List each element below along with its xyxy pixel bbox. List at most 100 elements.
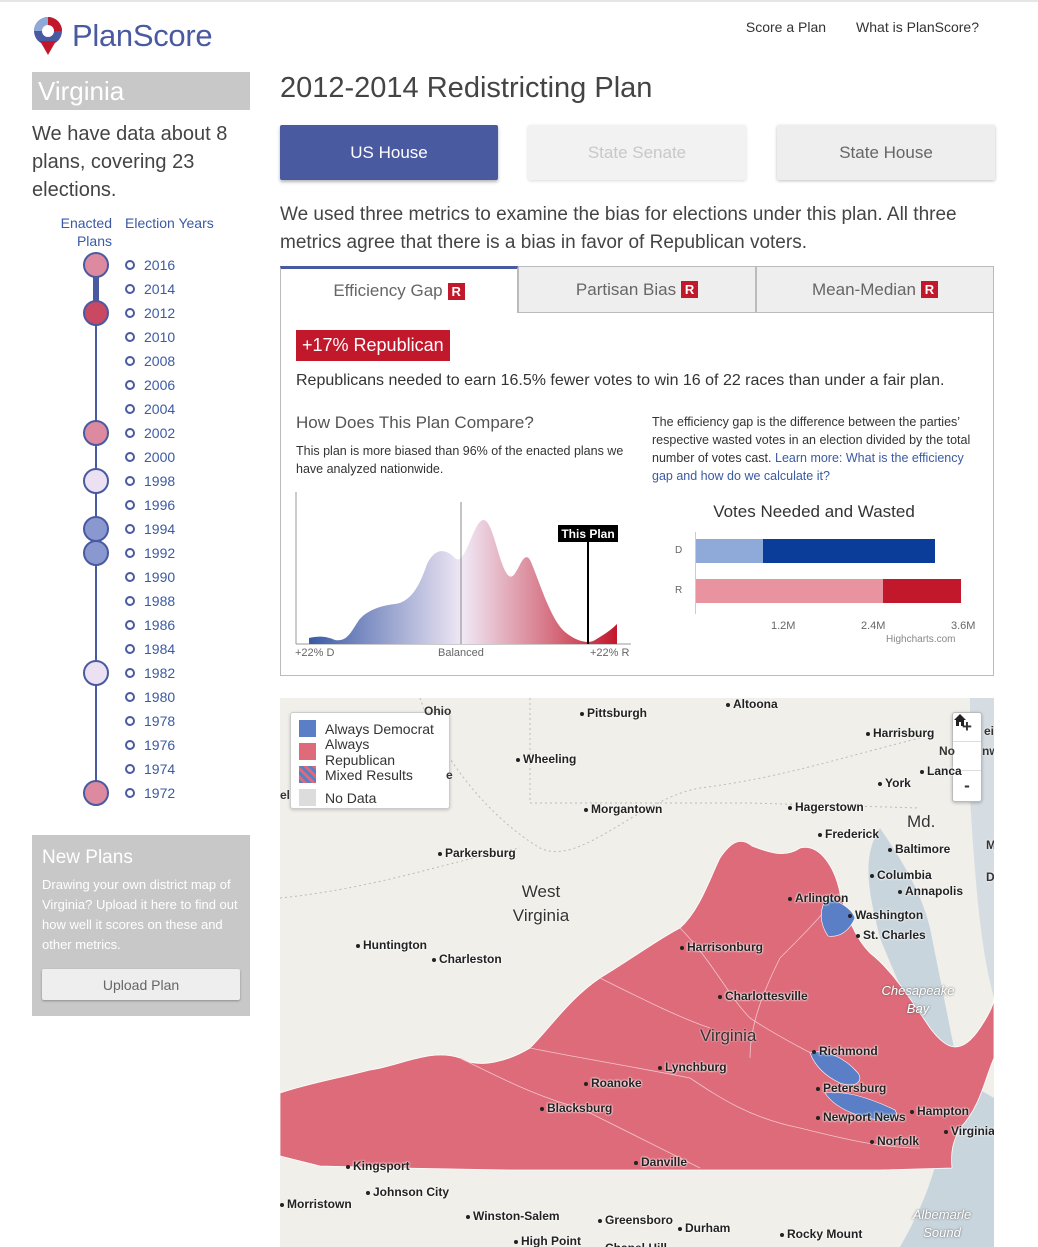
city-label: Hagerstown: [788, 800, 864, 814]
tab-efficiency-gap[interactable]: Efficiency Gap R: [280, 266, 518, 313]
year-label: 1996: [144, 497, 176, 513]
page-title: 2012-2014 Redistricting Plan: [280, 72, 653, 104]
year-label: 1978: [144, 713, 176, 729]
rep-needed-bar[interactable]: [695, 579, 883, 603]
legend-swatch: [299, 720, 316, 737]
enacted-plan-dot[interactable]: [83, 780, 109, 806]
democrat-district-nova[interactable]: [820, 895, 856, 937]
city-label: Altoona: [726, 698, 778, 711]
this-plan-label-bg: [558, 525, 618, 542]
year-label: 1974: [144, 761, 176, 777]
election-year-item[interactable]: 1980: [125, 689, 175, 705]
city-label: Hampton: [910, 1104, 969, 1118]
election-year-item[interactable]: 1984: [125, 641, 175, 657]
chart-title: Votes Needed and Wasted: [713, 502, 915, 521]
tab-label: Efficiency Gap: [333, 281, 443, 300]
election-year-item[interactable]: 1996: [125, 497, 175, 513]
enacted-plan-dot[interactable]: [83, 540, 109, 566]
logo[interactable]: PlanScore: [30, 14, 213, 58]
map-controls: + -: [952, 712, 982, 802]
axis-center-label: Balanced: [438, 647, 484, 659]
election-year-item[interactable]: 1994: [125, 521, 175, 537]
election-year-item[interactable]: 2014: [125, 281, 175, 297]
votes-chart: Votes Needed and Wasted D R 1.2M 2.4M 3.6M Hi…: [649, 502, 979, 652]
election-year-item[interactable]: 2016: [125, 257, 175, 273]
nav-score-plan[interactable]: Score a Plan: [745, 19, 827, 35]
year-label: 2014: [144, 281, 176, 297]
chart-axis: [695, 532, 696, 614]
district-map[interactable]: Always Democrat Always Republican Mixed …: [280, 698, 994, 1247]
axis-right-label: +22% R: [590, 647, 630, 659]
election-year-item[interactable]: 1972: [125, 785, 175, 801]
new-plans-box: New Plans Drawing your own district map …: [32, 835, 250, 1016]
election-year-item[interactable]: 1988: [125, 593, 175, 609]
city-label: St. Charles: [856, 928, 926, 942]
category-label: R: [675, 585, 683, 596]
election-year-item[interactable]: 1990: [125, 569, 175, 585]
election-year-item[interactable]: 2002: [125, 425, 175, 441]
city-label: Lanca: [920, 764, 962, 778]
tab-label: Mean-Median: [812, 279, 916, 299]
election-year-item[interactable]: 1974: [125, 761, 175, 777]
election-year-item[interactable]: 1986: [125, 617, 175, 633]
clipped-map-label: ein: [984, 724, 994, 738]
election-year-item[interactable]: 1992: [125, 545, 175, 561]
election-year-item[interactable]: 1982: [125, 665, 175, 681]
city-label: Arlington: [788, 891, 848, 905]
enacted-plan-dot[interactable]: [83, 660, 109, 686]
year-circle-icon: [125, 644, 135, 654]
distribution-curve: [309, 519, 617, 644]
dem-wasted-bar[interactable]: [762, 539, 935, 563]
tab-state-house[interactable]: State House: [777, 125, 995, 180]
upload-plan-button[interactable]: Upload Plan: [42, 969, 240, 1000]
legend-label: Always Democrat: [325, 720, 434, 737]
election-year-item[interactable]: 1998: [125, 473, 175, 489]
legend-label: Mixed Results: [325, 766, 413, 783]
election-year-item[interactable]: 1978: [125, 713, 175, 729]
tab-state-senate: State Senate: [528, 125, 746, 180]
city-label: Parkersburg: [438, 846, 516, 860]
zoom-in-button[interactable]: +: [953, 713, 981, 742]
tab-partisan-bias[interactable]: Partisan Bias R: [518, 266, 756, 313]
home-button[interactable]: [953, 714, 981, 771]
election-year-item[interactable]: 2012: [125, 305, 175, 321]
rep-wasted-bar[interactable]: [882, 579, 962, 603]
year-circle-icon: [125, 356, 135, 366]
city-label: Blacksburg: [540, 1101, 612, 1115]
tab-mean-median[interactable]: Mean-Median R: [756, 266, 994, 313]
x-tick-label: 1.2M: [771, 620, 796, 632]
enacted-plan-dot[interactable]: [83, 420, 109, 446]
clipped-map-label: D: [986, 870, 994, 884]
learn-more-link[interactable]: Learn more: What is the efficiency gap a…: [652, 451, 964, 483]
election-year-item[interactable]: 2008: [125, 353, 175, 369]
city-label: Columbia: [870, 868, 932, 882]
election-year-item[interactable]: 2006: [125, 377, 175, 393]
year-label: 1992: [144, 545, 176, 561]
city-label: Petersburg: [816, 1081, 886, 1095]
nav-what-is[interactable]: What is PlanScore?: [856, 19, 979, 35]
zoom-out-button[interactable]: -: [964, 775, 970, 795]
election-year-item[interactable]: 1976: [125, 737, 175, 753]
enacted-plan-dot[interactable]: [83, 468, 109, 494]
year-circle-icon: [125, 596, 135, 606]
enacted-plan-dot[interactable]: [83, 300, 109, 326]
distribution-chart: This Plan +22% D Balanced +22% R: [295, 492, 633, 662]
election-year-item[interactable]: 2004: [125, 401, 175, 417]
city-label: Norfolk: [870, 1134, 919, 1148]
city-label: Rocky Mount: [780, 1227, 862, 1241]
election-year-item[interactable]: 2010: [125, 329, 175, 345]
tab-us-house[interactable]: US House: [280, 125, 498, 180]
x-tick-label: 2.4M: [861, 620, 886, 632]
year-label: 2006: [144, 377, 176, 393]
year-label: 2000: [144, 449, 176, 465]
year-circle-icon: [125, 260, 135, 270]
enacted-plan-dot[interactable]: [83, 252, 109, 278]
dem-needed-bar[interactable]: [695, 539, 763, 563]
highcharts-credit[interactable]: Highcharts.com: [886, 634, 956, 645]
year-circle-icon: [125, 428, 135, 438]
region-label: Virginia: [700, 1026, 757, 1045]
election-year-item[interactable]: 2000: [125, 449, 175, 465]
year-circle-icon: [125, 404, 135, 414]
enacted-plan-dot[interactable]: [83, 516, 109, 542]
year-circle-icon: [125, 740, 135, 750]
